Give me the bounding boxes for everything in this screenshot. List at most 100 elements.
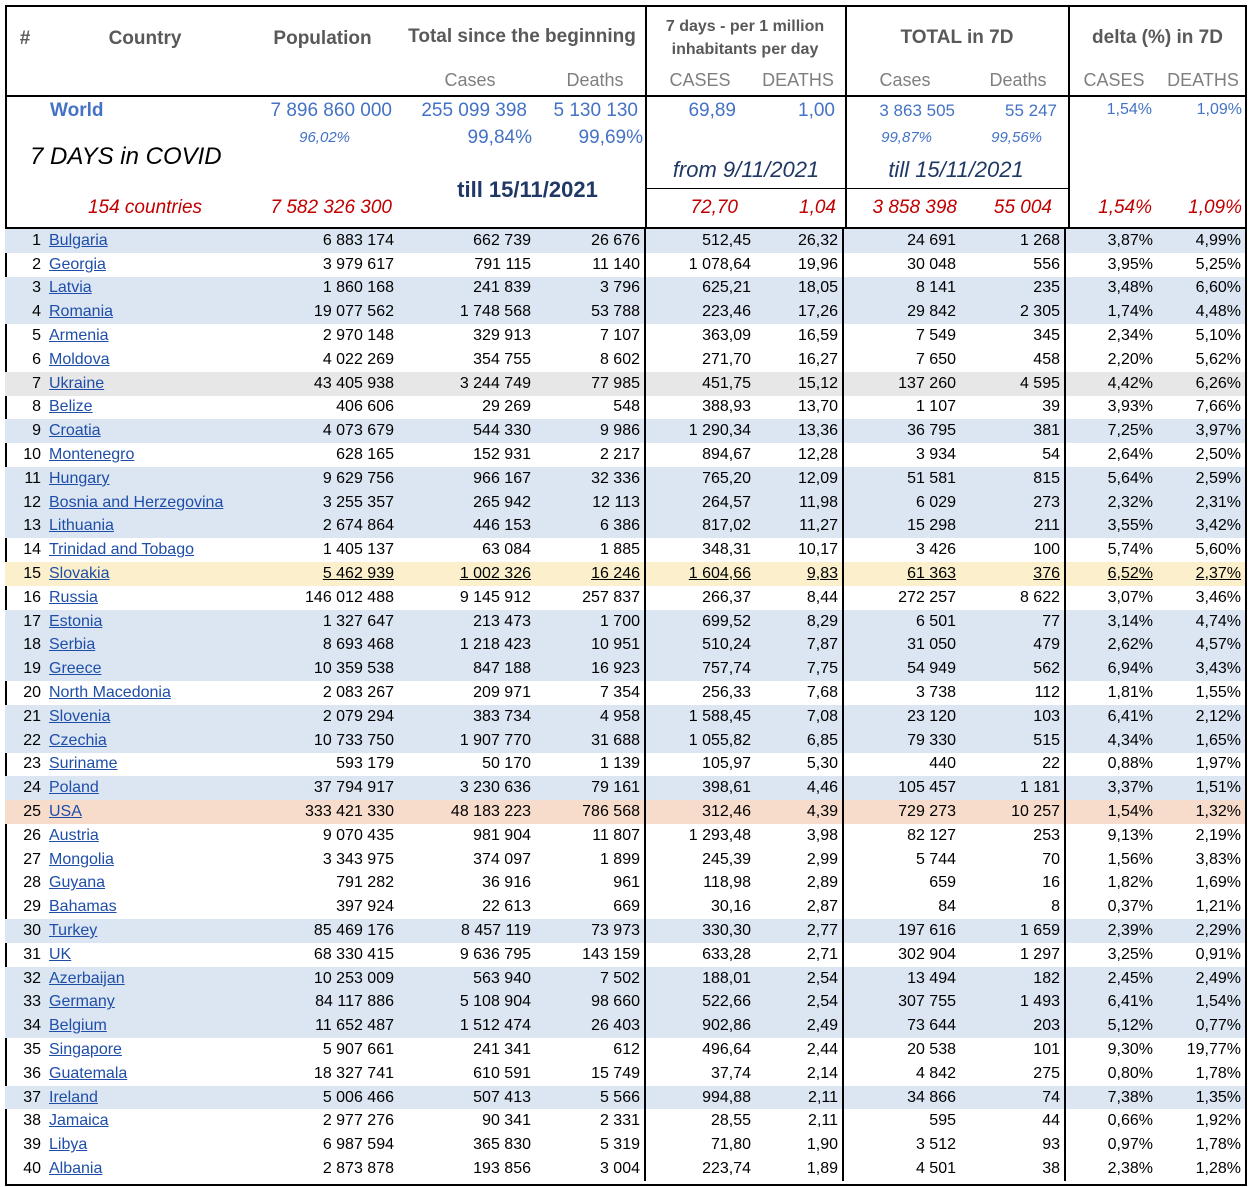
country-link[interactable]: Germany (49, 993, 115, 1011)
cases-per-million: 894,67 (702, 446, 751, 464)
country-link[interactable]: Estonia (49, 612, 103, 630)
country-link[interactable]: UK (49, 945, 72, 963)
country-link[interactable]: Jamaica (49, 1112, 109, 1130)
delta-cases: 2,34% (1107, 327, 1153, 345)
country-link[interactable]: Bulgaria (49, 231, 108, 249)
delta-cases: 1,54% (1107, 803, 1153, 821)
row-number: 26 (23, 826, 41, 844)
deaths-per-million: 18,05 (755, 276, 844, 301)
population: 10 359 538 (313, 660, 394, 678)
row-number: 9 (32, 422, 41, 440)
cell: Hungary (45, 467, 255, 491)
country-link[interactable]: Belize (49, 398, 93, 416)
delta-cases: 0,97% (1107, 1136, 1153, 1154)
cases-per-million: 765,20 (702, 469, 751, 487)
delta-cases: 6,94% (1107, 660, 1153, 678)
rule (645, 5, 647, 229)
deaths-per-million: 7,08 (755, 704, 844, 729)
population: 8 693 468 (322, 636, 394, 654)
country-link[interactable]: Serbia (49, 636, 96, 654)
delta-cases: 2,38% (1107, 1159, 1153, 1177)
country-link[interactable]: Georgia (49, 255, 106, 273)
country-link[interactable]: Moldova (49, 350, 110, 368)
country-link[interactable]: Hungary (49, 469, 110, 487)
table-row: 6 Moldova 4 022 269 354 755 8 602 271,70 16,27… (5, 347, 1245, 372)
country-link[interactable]: Azerbaijan (49, 969, 125, 987)
deaths-per-million: 13,36 (755, 419, 844, 444)
total-deaths: 9 986 (535, 419, 646, 444)
total-cases: 22 613 (482, 898, 531, 916)
country-link[interactable]: Ireland (49, 1088, 98, 1106)
country-link[interactable]: Poland (49, 779, 99, 797)
country-link[interactable]: USA (49, 803, 82, 821)
row-number: 21 (23, 707, 41, 725)
deaths-per-million: 15,12 (755, 371, 844, 396)
country-link[interactable]: Romania (49, 303, 114, 321)
total-cases: 241 341 (473, 1040, 531, 1058)
country-link[interactable]: Montenegro (49, 446, 135, 464)
cell: Moldova (45, 348, 255, 372)
delta-deaths: 19,77% (1186, 1040, 1241, 1058)
cell: Belize (45, 396, 255, 420)
world-value: 255 099 398 (421, 100, 527, 121)
table-row: 33 Germany 84 117 886 5 108 904 98 660 522,66… (5, 990, 1245, 1015)
population: 85 469 176 (313, 922, 394, 939)
country-link[interactable]: Czechia (49, 731, 107, 749)
cases-7d: 729 273 (898, 803, 956, 821)
population: 791 282 (336, 874, 394, 892)
population: 593 179 (336, 755, 394, 773)
country-link[interactable]: Latvia (49, 279, 92, 297)
delta-cases: 9,30% (1107, 1040, 1153, 1058)
table-row: 14 Trinidad and Tobago 1 405 137 63 084 1 88… (5, 538, 1245, 563)
table-row: 11 Hungary 9 629 756 966 167 32 336 765,20 12,… (5, 466, 1245, 491)
country-link[interactable]: Libya (49, 1136, 88, 1154)
country-link[interactable]: Belgium (49, 1017, 107, 1035)
country-link[interactable]: Greece (49, 660, 102, 678)
country-link[interactable]: Guyana (49, 874, 106, 892)
country-link[interactable]: Guatemala (49, 1064, 128, 1082)
country-link[interactable]: Slovakia (49, 565, 110, 583)
country-link[interactable]: Lithuania (49, 517, 114, 535)
country-link[interactable]: Bahamas (49, 898, 117, 916)
total-deaths: 612 (535, 1038, 646, 1062)
delta-deaths: 2,29% (1195, 922, 1241, 939)
country-link[interactable]: Trinidad and Tobago (49, 541, 194, 559)
country-link[interactable]: Mongolia (49, 850, 114, 868)
world-value: 1,00 (798, 100, 835, 121)
country-link[interactable]: Albania (49, 1159, 103, 1177)
cases-7d: 595 (929, 1112, 956, 1130)
cases-7d: 31 050 (907, 636, 956, 654)
delta-deaths: 1,65% (1195, 731, 1241, 749)
country-link[interactable]: Austria (49, 826, 99, 844)
country-link[interactable]: Russia (49, 588, 98, 606)
table-row: 26 Austria 9 070 435 981 904 11 807 1 293,48 3… (5, 823, 1245, 848)
cases-7d: 4 501 (915, 1159, 956, 1177)
cases-7d: 6 029 (915, 493, 956, 511)
world-share: 99,69% (578, 127, 643, 148)
deaths-7d: 556 (960, 252, 1066, 277)
delta-cases: 2,32% (1107, 493, 1153, 511)
total-deaths: 7 354 (535, 681, 646, 705)
deaths-per-million: 2,89 (755, 871, 844, 896)
country-link[interactable]: Turkey (49, 922, 98, 939)
deaths-7d: 38 (960, 1157, 1066, 1181)
country-link[interactable]: Armenia (49, 327, 109, 345)
delta-cases: 7,25% (1107, 422, 1153, 440)
country-link[interactable]: North Macedonia (49, 684, 171, 702)
total-deaths: 961 (535, 871, 646, 896)
country-link[interactable]: Bosnia and Herzegovina (49, 493, 224, 511)
cell: Slovenia (45, 705, 255, 729)
table-row: 37 Ireland 5 006 466 507 413 5 566 994,88 2,11… (5, 1085, 1245, 1110)
total-deaths: 10 951 (535, 633, 646, 658)
country-link[interactable]: Ukraine (49, 374, 105, 392)
deaths-7d: 1 493 (960, 990, 1066, 1015)
country-link[interactable]: Slovenia (49, 707, 111, 725)
cell: Czechia (45, 729, 255, 753)
delta-cases: 5,64% (1107, 469, 1153, 487)
country-link[interactable]: Suriname (49, 755, 118, 773)
cases-7d: 137 260 (898, 374, 956, 392)
table-row: 19 Greece 10 359 538 847 188 16 923 757,74 7,7… (5, 657, 1245, 682)
total-deaths: 3 004 (535, 1157, 646, 1181)
country-link[interactable]: Singapore (49, 1040, 122, 1058)
country-link[interactable]: Croatia (49, 422, 101, 440)
